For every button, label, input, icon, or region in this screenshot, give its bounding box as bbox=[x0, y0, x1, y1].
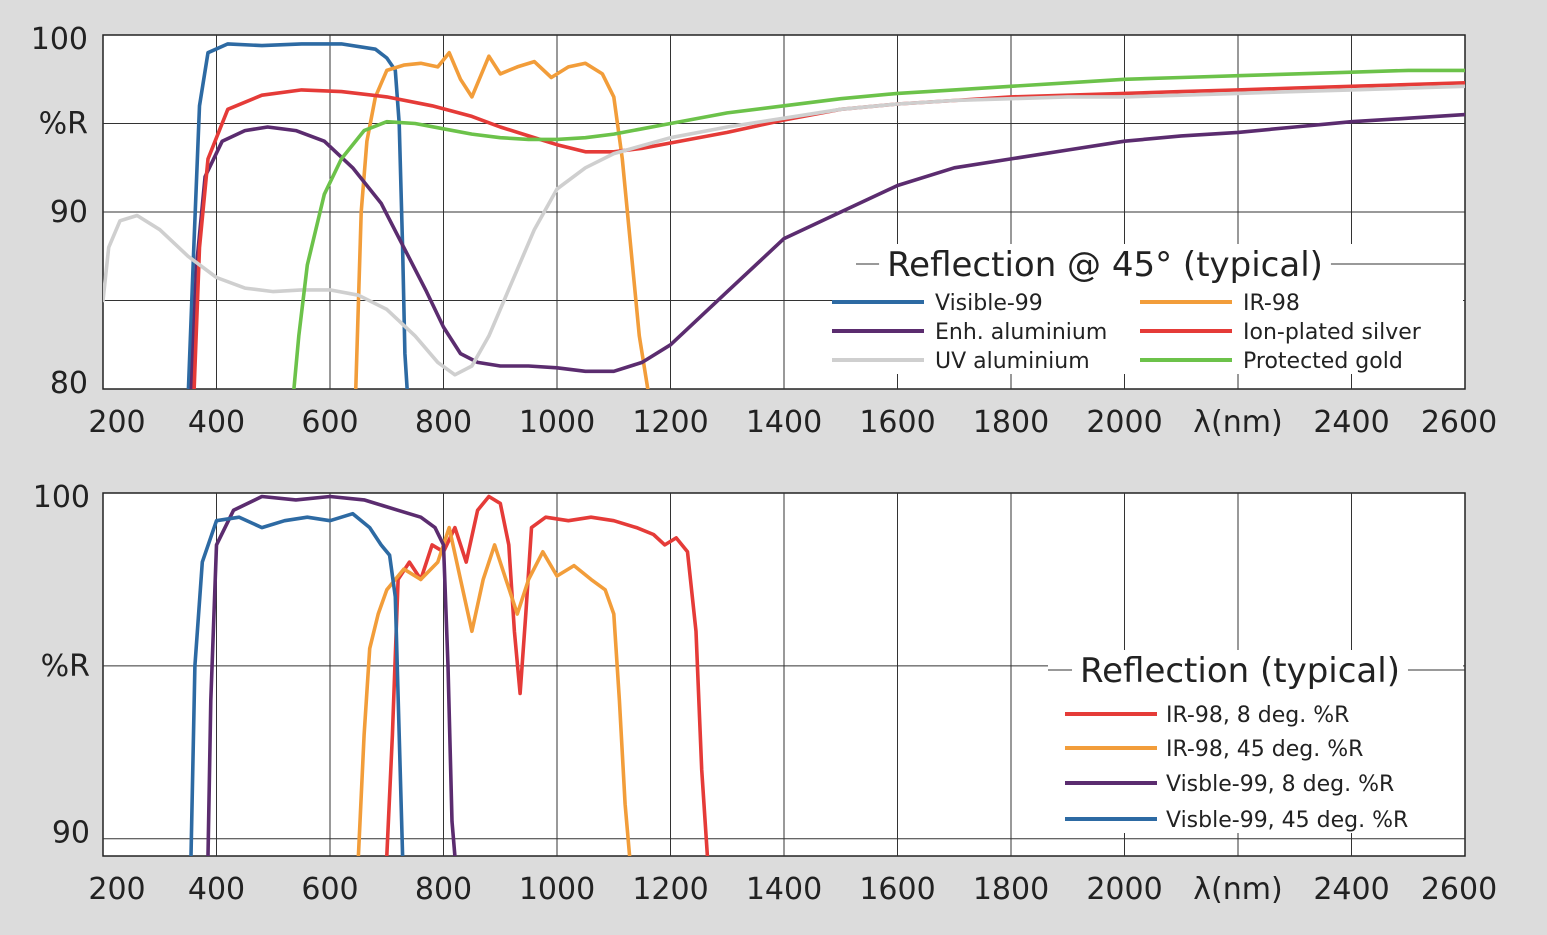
x-tick-label: 1800 bbox=[973, 872, 1049, 907]
legend-label-ir-98: IR-98 bbox=[1243, 291, 1300, 316]
x-tick-label: 2600 bbox=[1421, 872, 1497, 907]
x-tick-label: 1800 bbox=[973, 405, 1049, 440]
chart-reflection-typical: 200 400 600 800 1000 1200 1400 1600 1800 2000 λ(nm… bbox=[33, 480, 1497, 907]
y-tick-label: 100 bbox=[33, 480, 90, 515]
legend-backdrop bbox=[856, 244, 1463, 374]
x-tick-label: 400 bbox=[188, 405, 245, 440]
series-visible-99 bbox=[186, 42, 409, 389]
x-tick-label: λ(nm) bbox=[1193, 872, 1282, 907]
chart-reflection-45-deg: 200 400 600 800 1000 1200 1400 1600 1800 2000 λ(nm… bbox=[31, 22, 1497, 440]
x-tick-label: 2400 bbox=[1313, 872, 1389, 907]
series-protected-gold bbox=[292, 68, 1465, 389]
x-tick-label: 2000 bbox=[1086, 872, 1162, 907]
series-enh-aluminium bbox=[189, 112, 1465, 389]
x-tick-label: 2600 bbox=[1421, 405, 1497, 440]
x-tick-label: 400 bbox=[188, 872, 245, 907]
legend-backdrop bbox=[1048, 650, 1463, 833]
x-tick-label: 1600 bbox=[859, 405, 935, 440]
series-visble-99-8-deg-r bbox=[206, 494, 457, 856]
legend-label-visble-99-8-deg-r: Visble-99, 8 deg. %R bbox=[1166, 772, 1394, 797]
series-uv-aluminium bbox=[103, 84, 1465, 377]
legend-label-uv-aluminium: UV aluminium bbox=[935, 349, 1090, 374]
x-tick-label: 1000 bbox=[519, 872, 595, 907]
x-tick-label: 1200 bbox=[632, 872, 708, 907]
x-tick-label: 1600 bbox=[859, 872, 935, 907]
y-tick-label: %R bbox=[39, 107, 88, 142]
x-tick-label: 600 bbox=[301, 405, 358, 440]
x-tick-label: 1000 bbox=[519, 405, 595, 440]
legend-label-protected-gold: Protected gold bbox=[1243, 349, 1403, 374]
legend-label-ir-98-45-deg-r: IR-98, 45 deg. %R bbox=[1166, 737, 1363, 762]
x-tick-label: 1400 bbox=[746, 405, 822, 440]
series-ir-98-8-deg-r bbox=[385, 494, 710, 856]
legend-label-enh-aluminium: Enh. aluminium bbox=[935, 320, 1107, 345]
x-tick-label: 1200 bbox=[632, 405, 708, 440]
series-ir-98 bbox=[353, 50, 650, 389]
x-tick-label: 1400 bbox=[746, 872, 822, 907]
series-ir-98-45-deg-r bbox=[356, 525, 632, 856]
y-tick-label: 90 bbox=[50, 195, 88, 230]
x-tick-label: 2000 bbox=[1086, 405, 1162, 440]
legend-label-ion-plated-silver: Ion-plated silver bbox=[1243, 320, 1422, 345]
series-visble-99-45-deg-r bbox=[189, 511, 405, 856]
x-tick-label: 800 bbox=[415, 872, 472, 907]
series-ion-plated-silver bbox=[192, 81, 1465, 389]
y-tick-label: %R bbox=[41, 649, 90, 684]
x-tick-label: λ(nm) bbox=[1193, 405, 1282, 440]
x-tick-label: 200 bbox=[88, 405, 145, 440]
legend-title: Reflection (typical) bbox=[1080, 651, 1400, 691]
legend-title: Reflection @ 45° (typical) bbox=[887, 245, 1323, 285]
legend-label-visible-99: Visible-99 bbox=[935, 291, 1043, 316]
x-tick-label: 600 bbox=[301, 872, 358, 907]
x-tick-label: 800 bbox=[415, 405, 472, 440]
legend-label-visble-99-45-deg-r: Visble-99, 45 deg. %R bbox=[1166, 808, 1408, 833]
legend-label-ir-98-8-deg-r: IR-98, 8 deg. %R bbox=[1166, 703, 1349, 728]
y-tick-label: 100 bbox=[31, 22, 88, 57]
y-tick-label: 80 bbox=[50, 366, 88, 401]
series-group bbox=[103, 42, 1465, 389]
x-tick-label: 2400 bbox=[1313, 405, 1389, 440]
x-tick-label: 200 bbox=[88, 872, 145, 907]
y-tick-label: 90 bbox=[52, 816, 90, 851]
series-group bbox=[189, 494, 710, 856]
